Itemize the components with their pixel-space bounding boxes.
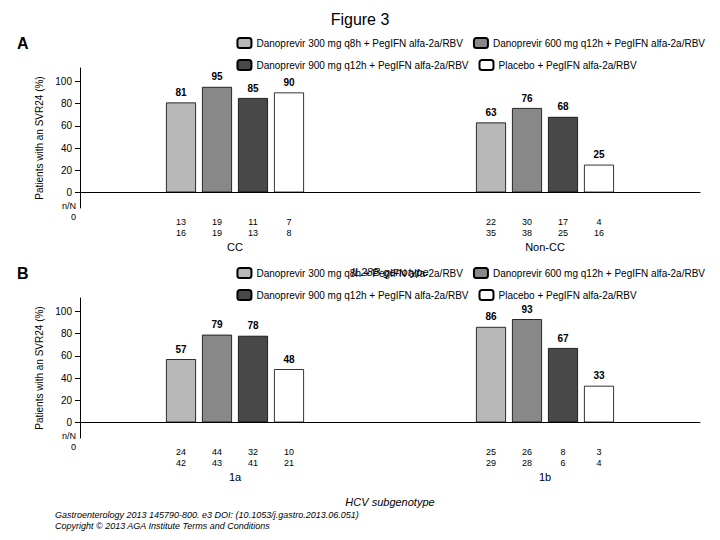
svg-text:40: 40 bbox=[61, 373, 73, 384]
svg-text:HCV subgenotype: HCV subgenotype bbox=[345, 496, 434, 508]
svg-text:Placebo + PegIFN alfa-2a/RBV: Placebo + PegIFN alfa-2a/RBV bbox=[499, 60, 637, 71]
svg-text:30: 30 bbox=[522, 217, 532, 227]
svg-text:93: 93 bbox=[521, 304, 533, 315]
svg-text:11: 11 bbox=[248, 217, 257, 227]
svg-text:1a: 1a bbox=[229, 471, 242, 483]
svg-text:80: 80 bbox=[61, 328, 73, 339]
svg-text:25: 25 bbox=[486, 447, 496, 457]
svg-text:Danoprevir 900 mg q12h + PegIF: Danoprevir 900 mg q12h + PegIFN alfa-2a/… bbox=[256, 60, 468, 71]
svg-text:0: 0 bbox=[71, 212, 76, 222]
svg-text:60: 60 bbox=[61, 120, 73, 131]
svg-text:8: 8 bbox=[560, 447, 565, 457]
svg-text:22: 22 bbox=[486, 217, 496, 227]
svg-text:n/N: n/N bbox=[62, 201, 76, 211]
svg-text:76: 76 bbox=[521, 93, 533, 104]
svg-text:79: 79 bbox=[211, 319, 223, 330]
svg-text:20: 20 bbox=[61, 165, 73, 176]
svg-text:Copyright © 2013 AGA Institute: Copyright © 2013 AGA Institute Terms and… bbox=[55, 521, 270, 531]
svg-text:16: 16 bbox=[176, 228, 186, 238]
svg-text:A: A bbox=[17, 35, 29, 52]
svg-text:21: 21 bbox=[284, 458, 294, 468]
svg-text:13: 13 bbox=[248, 228, 258, 238]
svg-text:Danoprevir 600 mg q12h + PegIF: Danoprevir 600 mg q12h + PegIFN alfa-2a/… bbox=[493, 268, 705, 279]
svg-text:4: 4 bbox=[596, 217, 601, 227]
svg-text:78: 78 bbox=[247, 320, 259, 331]
svg-text:63: 63 bbox=[485, 107, 497, 118]
svg-text:19: 19 bbox=[212, 217, 222, 227]
svg-text:Danoprevir 900 mg q12h + PegIF: Danoprevir 900 mg q12h + PegIFN alfa-2a/… bbox=[256, 290, 468, 301]
svg-text:86: 86 bbox=[485, 311, 497, 322]
svg-text:100: 100 bbox=[55, 306, 72, 317]
svg-text:Patients with an SVR24 (%): Patients with an SVR24 (%) bbox=[34, 76, 45, 199]
svg-text:57: 57 bbox=[175, 344, 187, 355]
svg-text:68: 68 bbox=[557, 101, 569, 112]
svg-text:25: 25 bbox=[593, 149, 605, 160]
svg-text:28: 28 bbox=[522, 458, 532, 468]
svg-text:35: 35 bbox=[486, 228, 496, 238]
svg-text:13: 13 bbox=[176, 217, 186, 227]
svg-text:33: 33 bbox=[593, 370, 605, 381]
svg-text:85: 85 bbox=[247, 83, 259, 94]
svg-text:16: 16 bbox=[594, 228, 604, 238]
svg-text:6: 6 bbox=[560, 458, 565, 468]
svg-text:0: 0 bbox=[66, 417, 72, 428]
svg-text:20: 20 bbox=[61, 395, 73, 406]
svg-text:60: 60 bbox=[61, 350, 73, 361]
svg-text:40: 40 bbox=[61, 143, 73, 154]
svg-text:19: 19 bbox=[212, 228, 222, 238]
svg-text:41: 41 bbox=[248, 458, 258, 468]
svg-text:CC: CC bbox=[227, 241, 243, 253]
svg-text:44: 44 bbox=[212, 447, 222, 457]
svg-text:81: 81 bbox=[175, 87, 187, 98]
svg-text:7: 7 bbox=[286, 217, 291, 227]
svg-text:Patients with an SVR24 (%): Patients with an SVR24 (%) bbox=[34, 306, 45, 429]
svg-text:100: 100 bbox=[55, 76, 72, 87]
svg-text:n/N: n/N bbox=[62, 431, 76, 441]
svg-text:Figure 3: Figure 3 bbox=[331, 11, 390, 28]
svg-text:48: 48 bbox=[283, 354, 295, 365]
svg-text:26: 26 bbox=[522, 447, 532, 457]
svg-text:32: 32 bbox=[248, 447, 258, 457]
svg-text:1b: 1b bbox=[539, 471, 551, 483]
svg-text:10: 10 bbox=[284, 447, 294, 457]
svg-text:80: 80 bbox=[61, 98, 73, 109]
svg-text:4: 4 bbox=[596, 458, 601, 468]
svg-text:Gastroenterology 2013 145790-8: Gastroenterology 2013 145790-800. e3 DOI… bbox=[55, 510, 359, 520]
svg-text:95: 95 bbox=[211, 71, 223, 82]
svg-text:90: 90 bbox=[283, 77, 295, 88]
svg-text:24: 24 bbox=[176, 447, 186, 457]
svg-text:67: 67 bbox=[557, 333, 569, 344]
svg-text:25: 25 bbox=[558, 228, 568, 238]
svg-text:8: 8 bbox=[286, 228, 291, 238]
svg-text:Danoprevir 300 mg q8h + PegIFN: Danoprevir 300 mg q8h + PegIFN alfa-2a/R… bbox=[256, 268, 463, 279]
svg-text:29: 29 bbox=[486, 458, 496, 468]
svg-text:0: 0 bbox=[66, 187, 72, 198]
svg-text:Danoprevir 300 mg q8h + PegIFN: Danoprevir 300 mg q8h + PegIFN alfa-2a/R… bbox=[256, 38, 463, 49]
svg-text:B: B bbox=[17, 265, 29, 282]
svg-text:17: 17 bbox=[558, 217, 568, 227]
svg-text:Danoprevir 600 mg q12h + PegIF: Danoprevir 600 mg q12h + PegIFN alfa-2a/… bbox=[493, 38, 705, 49]
svg-text:43: 43 bbox=[212, 458, 222, 468]
svg-text:Placebo + PegIFN alfa-2a/RBV: Placebo + PegIFN alfa-2a/RBV bbox=[499, 290, 637, 301]
svg-text:Non-CC: Non-CC bbox=[525, 241, 565, 253]
svg-text:38: 38 bbox=[522, 228, 532, 238]
svg-text:0: 0 bbox=[71, 442, 76, 452]
svg-text:3: 3 bbox=[596, 447, 601, 457]
svg-text:42: 42 bbox=[176, 458, 186, 468]
